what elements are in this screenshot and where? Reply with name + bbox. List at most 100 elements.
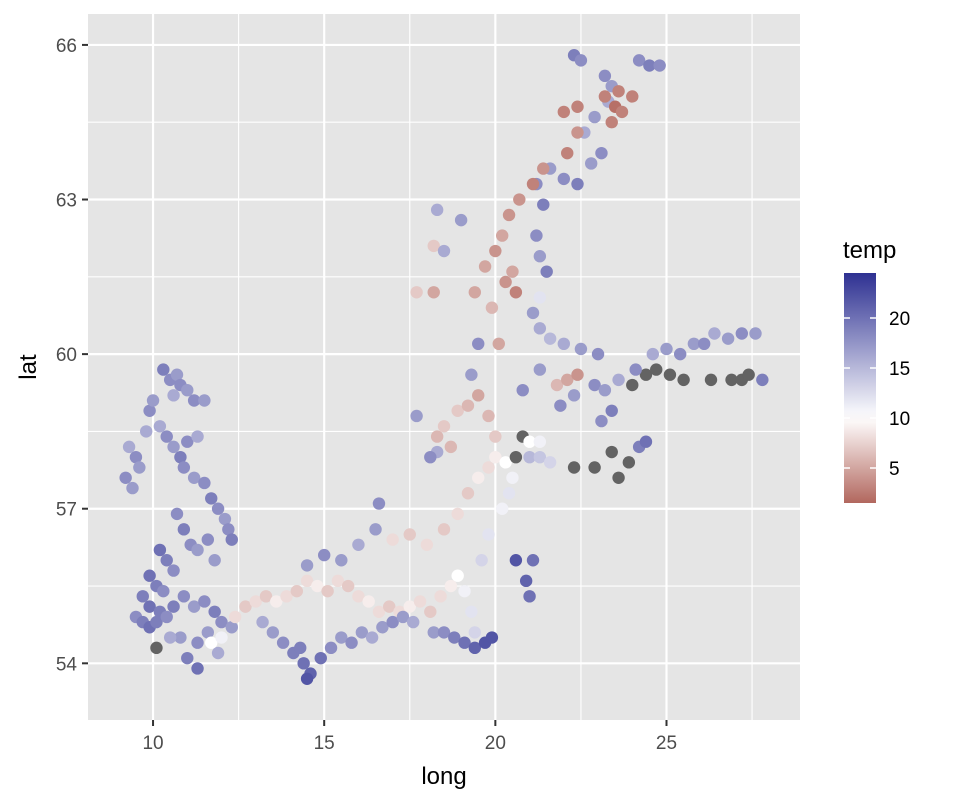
data-point — [444, 579, 458, 593]
data-point — [362, 595, 375, 608]
data-point — [485, 631, 499, 644]
data-point — [513, 193, 526, 206]
data-point — [550, 378, 564, 392]
data-point — [650, 363, 663, 376]
data-point — [646, 347, 660, 361]
data-point — [454, 213, 468, 227]
data-point — [256, 615, 269, 629]
data-point — [605, 116, 618, 129]
data-point — [482, 461, 495, 474]
legend-tick-label: 10 — [889, 409, 910, 430]
data-point — [119, 471, 132, 484]
data-point — [181, 435, 194, 448]
data-point — [410, 409, 423, 423]
data-point — [482, 409, 495, 423]
data-point — [396, 610, 410, 624]
data-point — [208, 605, 221, 618]
data-point — [468, 286, 482, 299]
data-point — [533, 363, 547, 376]
data-point — [129, 450, 143, 464]
data-point — [163, 631, 177, 644]
y-tick-label: 63 — [56, 191, 77, 212]
data-point — [598, 69, 612, 83]
data-point — [472, 389, 485, 402]
legend-tick-label: 20 — [889, 309, 910, 330]
data-point — [311, 579, 324, 593]
data-point — [557, 337, 571, 351]
data-point — [461, 487, 475, 500]
data-point — [588, 110, 601, 124]
legend: temp 5 10 15 20 — [843, 237, 910, 503]
data-point — [567, 389, 581, 402]
y-tick-label: 57 — [56, 500, 77, 521]
data-point — [430, 203, 444, 217]
data-point — [523, 590, 536, 603]
data-point — [386, 615, 399, 629]
data-point — [198, 394, 211, 407]
data-point — [369, 523, 382, 536]
data-point — [198, 476, 211, 490]
data-point — [537, 198, 550, 211]
data-point — [543, 456, 557, 469]
data-point — [410, 286, 423, 299]
y-tick-label: 66 — [56, 36, 77, 57]
data-point — [160, 554, 173, 567]
data-point — [472, 471, 485, 484]
data-point — [413, 595, 427, 608]
data-point — [639, 368, 653, 381]
data-point — [673, 347, 687, 361]
data-point — [509, 554, 523, 567]
data-point — [697, 337, 711, 351]
data-point — [143, 600, 156, 613]
data-point — [735, 327, 749, 340]
data-point — [509, 286, 523, 299]
data-point — [225, 533, 238, 546]
data-point — [160, 610, 173, 624]
data-point — [191, 662, 204, 675]
data-point — [205, 492, 218, 505]
data-point — [533, 435, 547, 448]
data-point — [153, 420, 167, 433]
data-point — [478, 260, 492, 273]
data-point — [448, 631, 461, 644]
data-point — [451, 507, 464, 521]
data-point — [725, 373, 738, 387]
data-point — [191, 636, 204, 649]
data-point — [543, 332, 557, 345]
data-point — [403, 528, 416, 541]
data-point — [489, 430, 502, 443]
major-gridlines — [88, 14, 800, 720]
data-point — [205, 636, 218, 649]
data-point — [177, 461, 191, 474]
data-point — [612, 471, 625, 484]
data-point — [170, 507, 184, 521]
data-point — [406, 615, 420, 629]
data-point — [335, 554, 348, 567]
data-point — [598, 90, 612, 103]
data-point — [444, 440, 458, 454]
data-point — [533, 450, 547, 464]
data-point — [499, 275, 512, 289]
data-point — [574, 342, 588, 356]
data-point — [591, 347, 605, 361]
data-point — [615, 105, 629, 119]
legend-ticks: 5 10 15 20 — [844, 309, 910, 480]
data-point — [704, 373, 718, 387]
data-point — [526, 306, 540, 320]
data-point — [495, 229, 509, 242]
data-point — [403, 600, 416, 613]
data-point — [526, 554, 540, 567]
data-point — [280, 590, 293, 603]
data-point — [331, 574, 345, 588]
y-axis-ticks: 54 57 60 63 66 — [56, 36, 88, 675]
data-point — [181, 383, 194, 397]
data-point — [742, 368, 755, 381]
data-point — [139, 425, 153, 438]
data-point — [341, 579, 355, 593]
data-point — [174, 450, 187, 464]
data-point — [639, 435, 653, 448]
data-point — [297, 657, 310, 670]
data-point — [225, 621, 238, 634]
data-point — [526, 177, 540, 191]
data-point — [427, 286, 440, 299]
